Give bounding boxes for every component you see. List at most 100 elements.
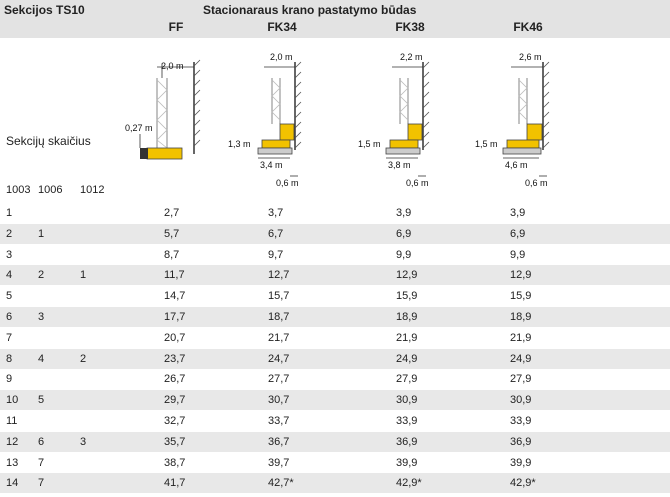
cell-fk38: 33,9 (396, 415, 418, 427)
cell-fk38: 30,9 (396, 394, 418, 407)
cell-1003: 6 (6, 311, 13, 323)
cell-ff: 23,7 (164, 352, 186, 365)
fk38-top-dim: 2,2 m (400, 52, 423, 62)
table-row: 2 1 5,7 6,7 6,9 6,9 (0, 223, 670, 244)
cell-1003: 7 (6, 331, 13, 344)
diagram-area: Sekcijų skaičius 2,0 m 0,27 m 2,0 m 1,3 … (0, 38, 670, 200)
table-row: 11 32,7 33,7 33,9 33,9 (0, 411, 670, 431)
cell-fk46: 12,9 (510, 269, 532, 282)
cell-fk38: 6,9 (396, 227, 412, 240)
sections-count-label: Sekcijų skaičius (6, 134, 91, 148)
cell-1003: 12 (6, 435, 19, 448)
cell-1006: 4 (38, 352, 45, 365)
subheader-1003: 1003 (6, 184, 31, 196)
fk46-top-dim: 2,6 m (519, 52, 542, 62)
fk38-bottom-dim: 0,6 m (406, 178, 429, 188)
installation-title: Stacionaraus krano pastatymo būdas (203, 3, 417, 17)
cell-fk38: 39,9 (396, 456, 418, 469)
cell-fk38: 9,9 (396, 248, 412, 261)
ff-side-dim: 0,27 m (125, 123, 153, 133)
cell-1012: 1 (80, 269, 87, 282)
column-header-fk34: FK34 (267, 20, 297, 34)
cell-1003: 2 (6, 227, 13, 240)
column-header-fk46: FK46 (513, 20, 543, 34)
cell-1003: 9 (6, 373, 13, 386)
cell-fk38: 27,9 (396, 373, 418, 386)
cell-1012: 3 (80, 435, 87, 448)
fk38-foundation-diagram: 2,2 m 1,5 m 3,8 m 0,6 m (358, 52, 430, 188)
cell-fk34: 30,7 (268, 394, 290, 407)
cell-fk34: 15,7 (268, 290, 290, 303)
fk34-side-dim: 1,3 m (228, 139, 251, 149)
cell-fk34: 42,7* (268, 477, 294, 490)
cell-ff: 38,7 (164, 456, 186, 469)
cell-ff: 32,7 (164, 415, 186, 427)
cell-ff: 20,7 (164, 331, 186, 344)
cell-fk38: 18,9 (396, 311, 418, 323)
fk46-base-dim: 4,6 m (505, 160, 528, 170)
cell-fk46: 24,9 (510, 352, 532, 365)
table-row: 6 3 17,7 18,7 18,9 18,9 (0, 307, 670, 327)
fk38-base-dim: 3,8 m (388, 160, 411, 170)
table-row: 12 6 3 35,7 36,7 36,9 36,9 (0, 431, 670, 452)
cell-fk34: 36,7 (268, 435, 290, 448)
cell-1006: 5 (38, 394, 45, 407)
cell-fk38: 3,9 (396, 207, 412, 219)
fk46-bottom-dim: 0,6 m (525, 178, 548, 188)
cell-1006: 7 (38, 456, 45, 469)
table-row: 4 2 1 11,7 12,7 12,9 12,9 (0, 265, 670, 286)
column-header-ff: FF (168, 20, 184, 34)
cell-fk38: 21,9 (396, 331, 418, 344)
cell-1006: 3 (38, 311, 45, 323)
cell-1003: 8 (6, 352, 13, 365)
cell-fk46: 21,9 (510, 331, 532, 344)
cell-fk34: 21,7 (268, 331, 290, 344)
cell-ff: 8,7 (164, 248, 180, 261)
cell-fk34: 6,7 (268, 227, 284, 240)
table-row: 10 5 29,7 30,7 30,9 30,9 (0, 390, 670, 411)
cell-fk34: 12,7 (268, 269, 290, 282)
cell-ff: 14,7 (164, 290, 186, 303)
cell-1003: 5 (6, 290, 13, 303)
table-header: Sekcijos TS10 Stacionaraus krano pastaty… (0, 0, 670, 38)
cell-ff: 17,7 (164, 311, 186, 323)
fk46-foundation-diagram: 2,6 m 1,5 m 4,6 m 0,6 m (475, 52, 550, 188)
table-row: 14 7 41,7 42,7* 42,9* 42,9* (0, 473, 670, 494)
cell-1006: 7 (38, 477, 45, 490)
cell-fk46: 15,9 (510, 290, 532, 303)
cell-fk46: 30,9 (510, 394, 532, 407)
cell-1003: 14 (6, 477, 19, 490)
cell-1003: 13 (6, 456, 19, 469)
cell-fk46: 33,9 (510, 415, 532, 427)
cell-fk34: 33,7 (268, 415, 290, 427)
cell-fk38: 36,9 (396, 435, 418, 448)
cell-1003: 10 (6, 394, 19, 407)
cell-fk34: 9,7 (268, 248, 284, 261)
cell-fk46: 27,9 (510, 373, 532, 386)
cell-1003: 11 (6, 415, 18, 427)
cell-1006: 2 (38, 269, 45, 282)
cell-fk38: 42,9* (396, 477, 422, 490)
ff-top-dim: 2,0 m (161, 61, 184, 71)
sections-title: Sekcijos TS10 (4, 3, 85, 17)
cell-fk46: 18,9 (510, 311, 532, 323)
cell-fk34: 18,7 (268, 311, 290, 323)
table-row: 3 8,7 9,7 9,9 9,9 (0, 245, 670, 265)
cell-ff: 5,7 (164, 227, 180, 240)
fk38-side-dim: 1,5 m (358, 139, 381, 149)
cell-fk38: 12,9 (396, 269, 418, 282)
fk34-bottom-dim: 0,6 m (276, 178, 299, 188)
subheader-1006: 1006 (38, 184, 63, 196)
table-row: 9 26,7 27,7 27,9 27,9 (0, 369, 670, 389)
table-row: 1 2,7 3,7 3,9 3,9 (0, 203, 670, 223)
cell-ff: 41,7 (164, 477, 186, 490)
cell-fk46: 3,9 (510, 207, 526, 219)
cell-1006: 1 (38, 227, 45, 240)
table-row: 5 14,7 15,7 15,9 15,9 (0, 286, 670, 306)
fk34-foundation-diagram: 2,0 m 1,3 m 3,4 m 0,6 m (228, 52, 302, 188)
cell-ff: 2,7 (164, 207, 180, 219)
cell-fk38: 15,9 (396, 290, 418, 303)
ff-foundation-diagram: 2,0 m 0,27 m (125, 59, 201, 160)
table-row: 7 20,7 21,7 21,9 21,9 (0, 328, 670, 348)
cell-fk34: 39,7 (268, 456, 290, 469)
